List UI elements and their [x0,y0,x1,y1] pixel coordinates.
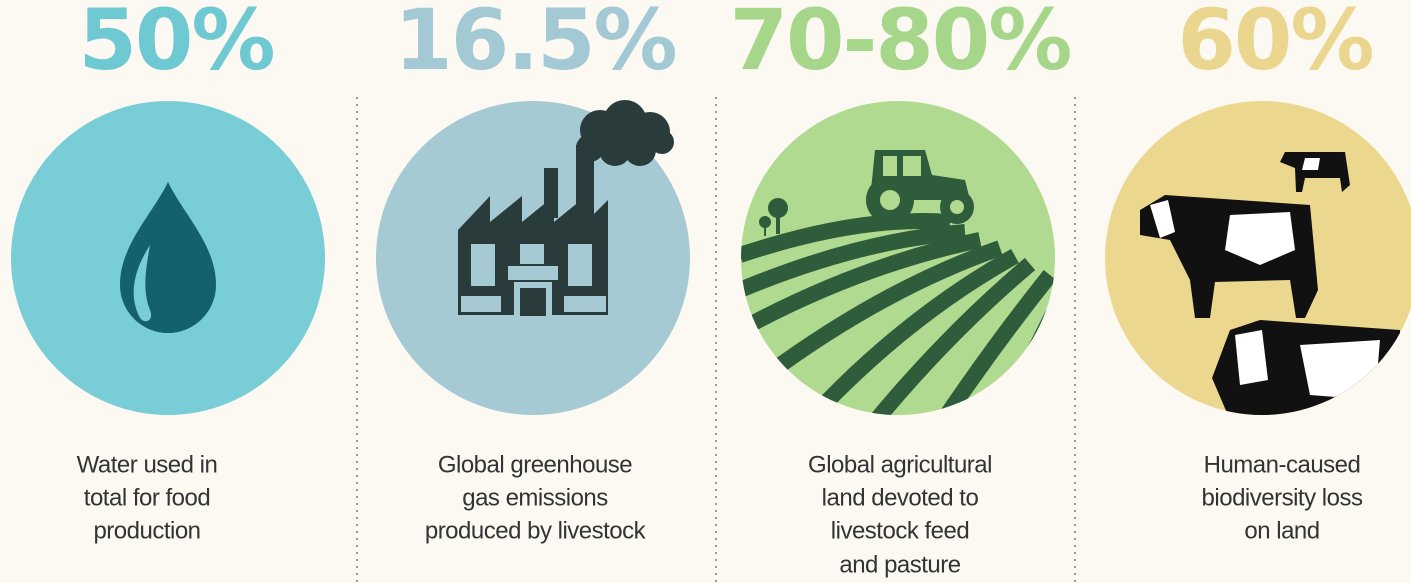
page: {"stats": [ {"value": "50%", "lines": ["… [0,0,1411,583]
description-line: Global greenhouse [438,451,632,478]
infographic: 50% 16.5% 70-80% [0,0,1411,583]
description: Water used in total for food production [77,451,218,544]
description-line: land devoted to [822,484,979,511]
description-line: on land [1244,517,1319,544]
description-line: gas emissions [462,484,608,511]
stat-value: 60% [1177,0,1372,89]
description-line: produced by livestock [425,517,647,544]
stat-value: 70-80% [730,0,1071,89]
description-line: total for food [84,484,210,511]
description-line: Human-caused [1204,451,1361,478]
stat-value: 16.5% [394,0,675,89]
stat-value: 50% [78,0,273,89]
description-line: Global agricultural [808,451,992,478]
description-line: livestock feed [831,517,969,544]
description-line: and pasture [839,551,960,578]
description-line: production [93,517,200,544]
description-line: Water used in [77,451,218,478]
description-line: biodiversity loss [1202,484,1363,511]
